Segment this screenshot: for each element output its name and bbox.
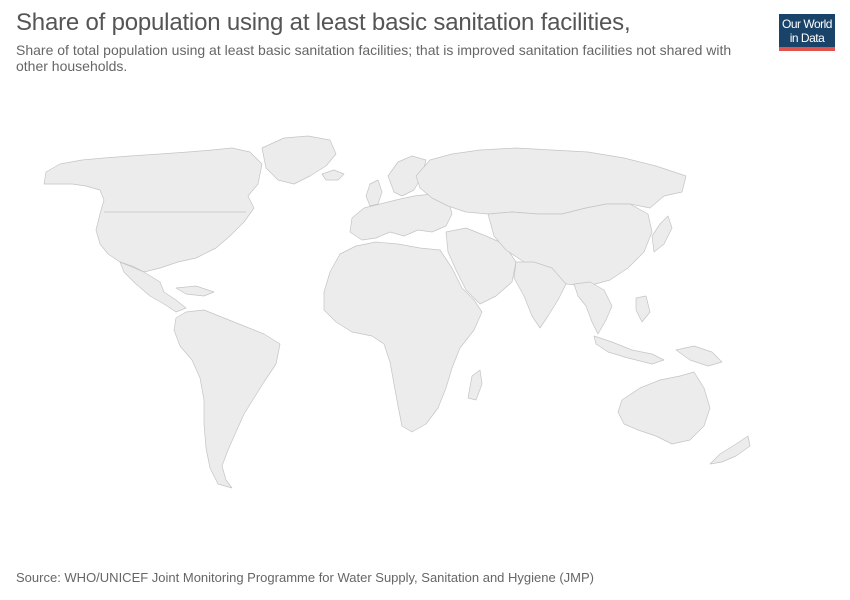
region-new-zealand[interactable] <box>709 435 751 465</box>
region-philippines[interactable] <box>635 295 651 323</box>
logo-line-2: in Data <box>789 31 825 45</box>
region-middle-east[interactable] <box>445 227 517 305</box>
region-south-america[interactable] <box>173 309 281 489</box>
region-madagascar[interactable] <box>467 369 483 401</box>
region-indonesia[interactable] <box>593 335 665 365</box>
region-southeast-asia[interactable] <box>573 281 613 335</box>
chart-title: Share of population using at least basic… <box>16 9 631 36</box>
region-australia[interactable] <box>617 371 711 445</box>
region-central-america[interactable] <box>119 261 187 313</box>
region-europe[interactable] <box>349 193 453 241</box>
region-north-america[interactable] <box>43 147 263 273</box>
region-uk[interactable] <box>365 179 383 207</box>
region-africa[interactable] <box>323 241 483 433</box>
region-russia[interactable] <box>415 147 687 215</box>
region-japan[interactable] <box>651 215 673 253</box>
region-iceland[interactable] <box>321 169 345 181</box>
region-greenland[interactable] <box>261 135 337 185</box>
region-caribbean[interactable] <box>175 285 215 297</box>
region-india[interactable] <box>513 261 567 329</box>
world-map[interactable] <box>0 120 850 500</box>
owid-logo[interactable]: Our World in Data <box>779 14 835 51</box>
logo-line-1: Our World <box>782 17 832 31</box>
region-new-guinea[interactable] <box>675 345 723 367</box>
source-note: Source: WHO/UNICEF Joint Monitoring Prog… <box>16 570 594 585</box>
chart-subtitle: Share of total population using at least… <box>16 42 732 74</box>
